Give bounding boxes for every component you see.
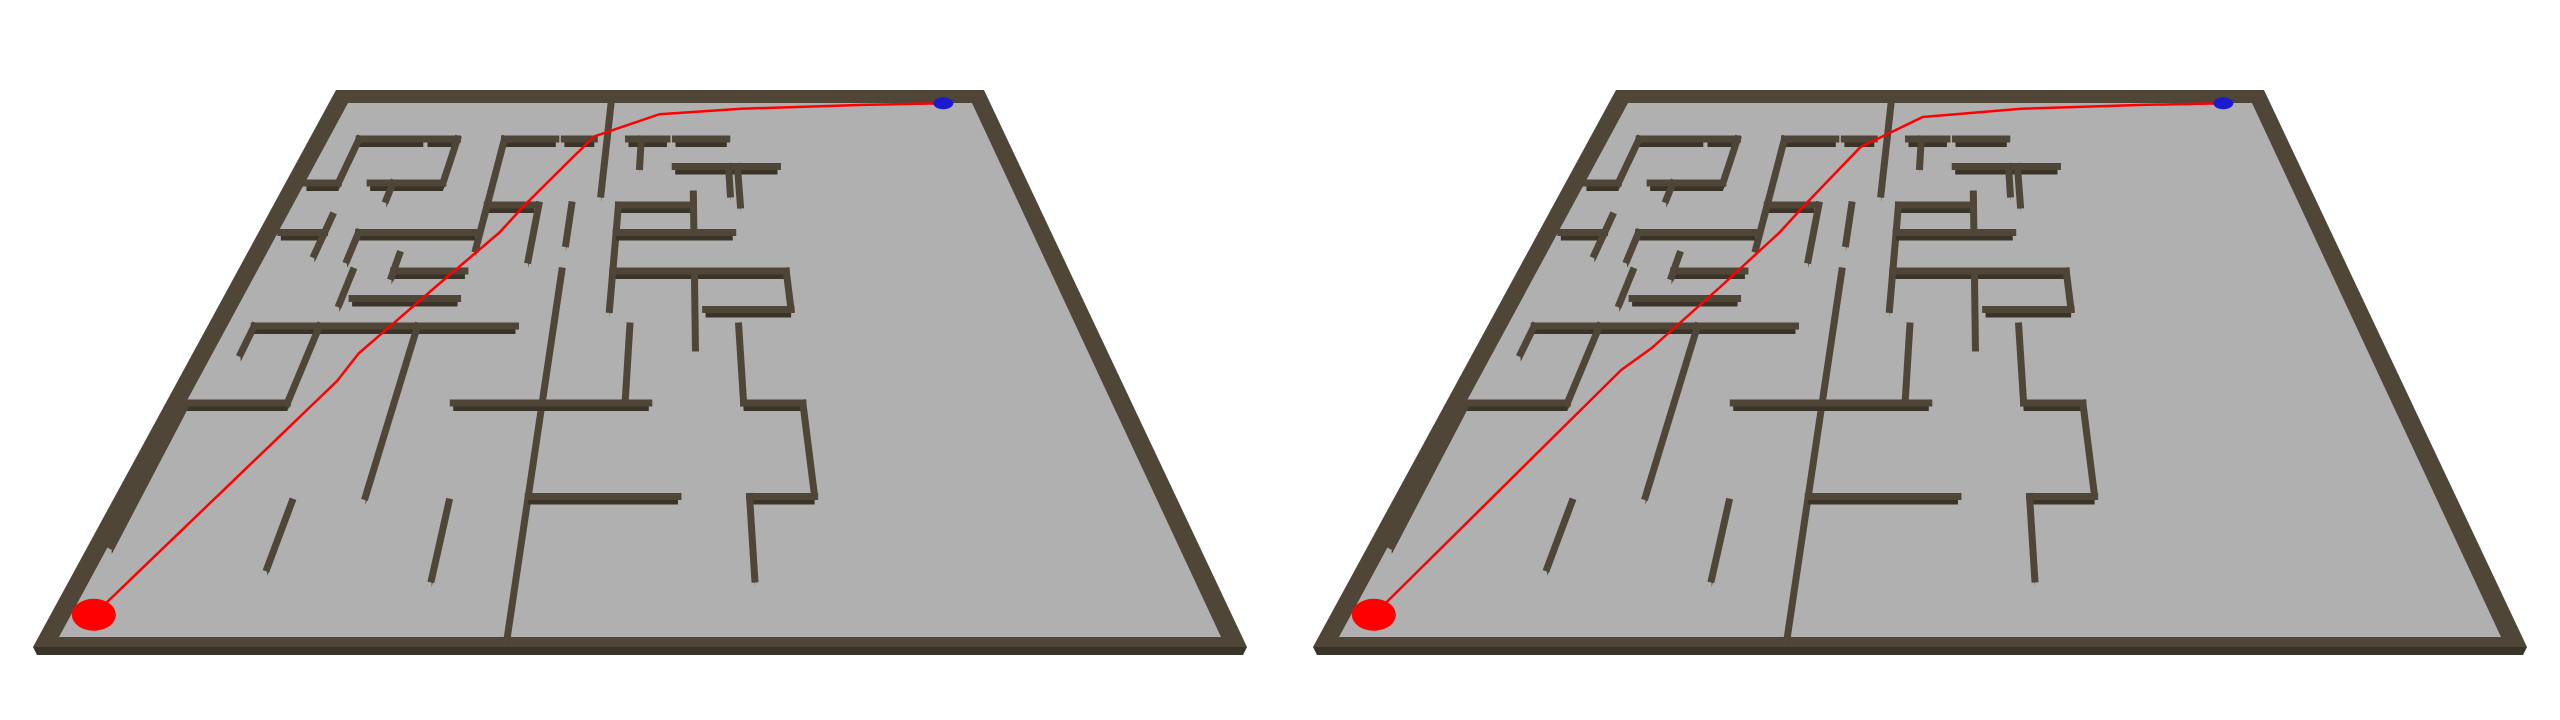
maze-board-left xyxy=(33,90,1247,655)
solution-path xyxy=(92,102,944,616)
wall-segment xyxy=(2004,162,2015,198)
wall-segment xyxy=(734,322,748,407)
wall-segment xyxy=(609,201,623,275)
maze-walls xyxy=(1387,102,2099,648)
wall-segment xyxy=(480,200,492,221)
wall-segment xyxy=(1915,135,1926,171)
wall-segment xyxy=(1885,267,1897,314)
wall-segment xyxy=(1661,178,1678,205)
wall-segment xyxy=(1589,211,1617,260)
wall-segment xyxy=(621,322,634,407)
wall-segment xyxy=(2013,162,2025,209)
wall-segment xyxy=(690,267,699,352)
wall-segment xyxy=(782,267,795,314)
blue-goal-disc-icon xyxy=(933,97,954,110)
wall-segment xyxy=(605,267,617,314)
maze-view-right xyxy=(1280,0,2560,720)
wall-segment xyxy=(2062,267,2075,314)
wall-segment xyxy=(1804,200,1823,265)
wall-segment xyxy=(1641,321,1702,501)
solution-path xyxy=(1372,102,2224,616)
wall-segment xyxy=(282,321,325,408)
wall-segment xyxy=(733,162,745,209)
wall-segment xyxy=(1718,134,1742,188)
wall-segment xyxy=(2078,399,2098,495)
wall-segment xyxy=(745,492,759,583)
maze-walls xyxy=(107,102,819,648)
wall-segment xyxy=(107,398,192,551)
wall-segment xyxy=(427,497,454,584)
wall-segment xyxy=(1751,134,1789,254)
wall-segment xyxy=(635,135,646,171)
wall-segment xyxy=(524,200,543,265)
wall-segment xyxy=(798,399,818,495)
maze-view-left xyxy=(33,90,1247,655)
frame-front-face xyxy=(33,647,1247,655)
wall-segment xyxy=(1387,398,1472,551)
wall-segment xyxy=(597,102,615,198)
frame-front-face xyxy=(1313,647,2527,655)
wall-segment xyxy=(1667,250,1684,281)
wall-segment xyxy=(1562,321,1605,408)
wall-segment xyxy=(1901,322,1914,407)
wall-segment xyxy=(361,321,422,501)
wall-segment xyxy=(1614,266,1638,309)
wall-segment xyxy=(1707,497,1734,584)
wall-segment xyxy=(1760,200,1772,221)
wall-segment xyxy=(561,201,576,248)
wall-segment xyxy=(1542,497,1577,573)
wall-segment xyxy=(1622,227,1644,265)
wall-segment xyxy=(235,321,259,359)
wall-segment xyxy=(381,178,398,205)
wall-segment xyxy=(1970,267,1979,352)
wall-segment xyxy=(724,162,735,198)
wall-segment xyxy=(342,227,364,265)
wall-segment xyxy=(1613,134,1644,188)
wall-segment xyxy=(1877,102,1895,198)
blue-goal-disc-icon xyxy=(2213,97,2234,110)
wall-segment xyxy=(502,267,566,644)
wall-segment xyxy=(1515,321,1539,359)
wall-segment xyxy=(438,134,462,188)
wall-segment xyxy=(262,497,297,573)
maze-floor xyxy=(59,103,1221,637)
wall-segment xyxy=(387,250,404,281)
wall-segment xyxy=(334,266,358,309)
wall-segment xyxy=(1889,201,1903,275)
wall-segment xyxy=(1841,201,1856,248)
wall-segment xyxy=(1782,267,1846,644)
wall-segment xyxy=(333,134,364,188)
wall-segment xyxy=(2014,322,2028,407)
maze-board-right xyxy=(1313,90,2527,655)
wall-segment xyxy=(309,211,337,260)
maze-floor xyxy=(1339,103,2501,637)
red-start-disc-icon xyxy=(1351,598,1396,631)
red-start-disc-icon xyxy=(71,598,116,631)
wall-segment xyxy=(2025,492,2039,583)
wall-segment xyxy=(471,134,509,254)
